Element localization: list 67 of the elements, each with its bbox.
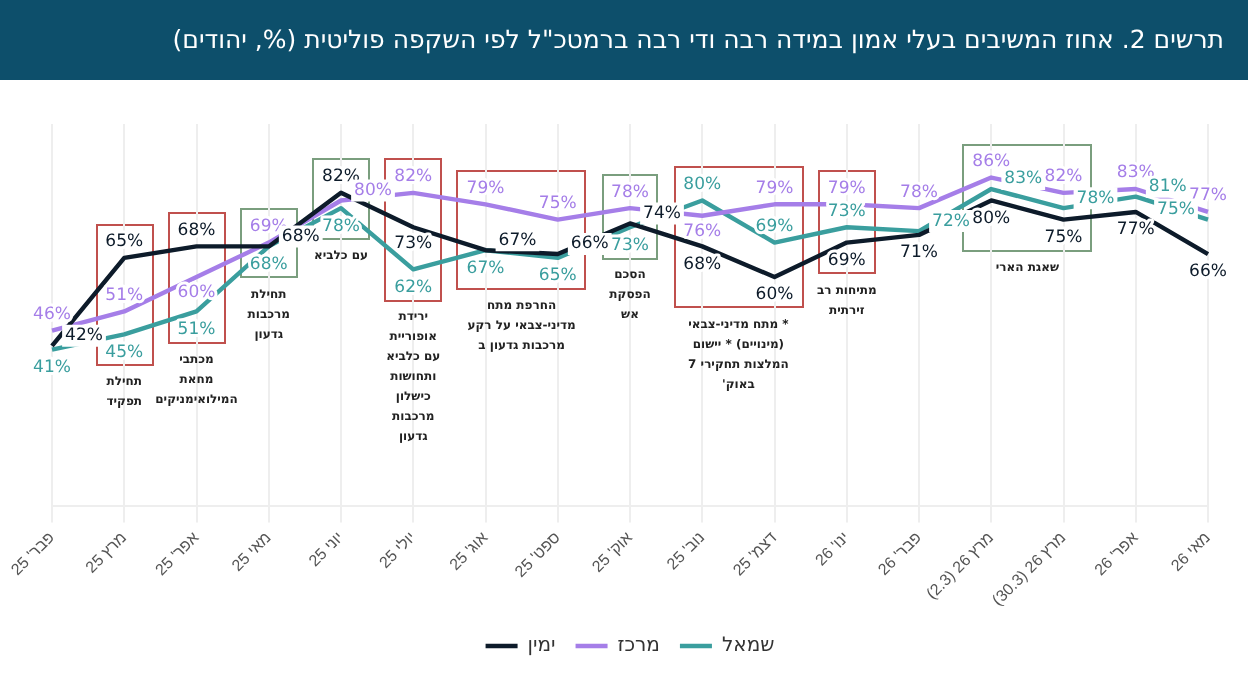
x-tick-label: ינו' 26 [811, 528, 853, 570]
data-label: 75% [1044, 228, 1083, 249]
legend-label: שמאל [721, 635, 775, 658]
data-label: 66% [570, 234, 609, 255]
data-label: 71% [900, 243, 938, 264]
data-label: 73% [611, 235, 649, 256]
data-label: 77% [1189, 186, 1227, 207]
x-tick-label: מאי 25 [228, 528, 275, 575]
data-label: 82% [1044, 167, 1083, 188]
data-label: 73% [827, 201, 866, 222]
data-label: 77% [1116, 220, 1155, 241]
x-tick-label: דצמ' 25 [729, 527, 782, 580]
data-label: 80% [354, 180, 392, 201]
data-label: 83% [1004, 169, 1043, 190]
data-label: 60% [755, 285, 794, 306]
data-label: 78% [900, 182, 938, 203]
data-label: 78% [611, 182, 649, 203]
x-tick-label: אפר' 25 [151, 528, 203, 580]
data-label: 46% [33, 304, 71, 325]
data-label: 69% [827, 250, 866, 271]
data-label: 74% [643, 203, 681, 224]
x-tick-label: פבר' 25 [7, 528, 59, 579]
data-label: 51% [105, 285, 144, 306]
data-label: 41% [33, 358, 71, 379]
data-label: 67% [466, 258, 505, 279]
data-label: 62% [394, 277, 433, 298]
data-label: 65% [538, 266, 577, 287]
data-label: 86% [972, 151, 1011, 172]
data-label: 79% [827, 178, 866, 199]
data-label: 68% [683, 254, 722, 275]
data-label: 67% [498, 230, 537, 251]
data-label: 78% [1076, 188, 1115, 209]
data-label: 65% [105, 232, 144, 253]
data-label: 75% [1157, 200, 1195, 221]
data-label: 79% [466, 178, 505, 199]
data-label: 73% [394, 233, 433, 254]
data-label: 76% [683, 222, 722, 243]
x-tick-label: נוב' 25 [663, 528, 709, 574]
data-label: 81% [1148, 177, 1187, 198]
x-tick-label: אוג' 25 [445, 528, 492, 574]
data-label: 72% [932, 211, 970, 232]
data-label: 75% [538, 194, 577, 215]
data-label: 60% [177, 283, 216, 304]
chart-title: תרשים 2. אחוז המשיבים בעלי אמון במידה רבה ודי רבה ברמטכ"ל לפי השקפה פוליטית (%, יהודים) [0, 0, 1248, 80]
data-label: 79% [755, 178, 794, 199]
x-tick-label: מאי 26 [1167, 528, 1214, 575]
data-label: 68% [281, 226, 320, 247]
data-label: 80% [683, 174, 722, 195]
data-label: 78% [322, 216, 360, 237]
data-label: 69% [755, 216, 794, 237]
data-label: 82% [394, 167, 433, 188]
data-label: 68% [249, 254, 288, 275]
data-label: 42% [65, 326, 103, 347]
legend-label: מרכז [617, 635, 660, 658]
x-tick-label: פבר' 26 [874, 528, 926, 579]
x-tick-label: אוק' 25 [588, 528, 636, 576]
data-label: 45% [105, 342, 144, 363]
x-tick-label: מרץ 25 [82, 528, 131, 577]
x-tick-label: יולי 25 [375, 528, 420, 572]
data-label: 51% [177, 319, 216, 340]
data-label: 80% [972, 208, 1011, 229]
data-label: 68% [177, 220, 216, 241]
data-label: 66% [1189, 262, 1227, 283]
x-tick-label: אפר' 26 [1091, 528, 1142, 580]
legend-label: ימין [527, 635, 556, 658]
x-tick-label: יוני 25 [305, 528, 347, 571]
x-tick-label: ספט' 25 [511, 528, 564, 581]
